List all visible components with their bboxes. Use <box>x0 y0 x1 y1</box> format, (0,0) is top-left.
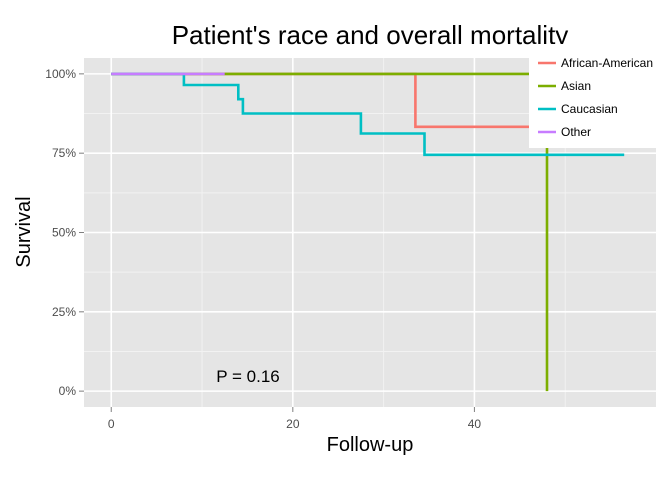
x-tick-label: 40 <box>468 417 482 431</box>
x-tick-label: 20 <box>286 417 300 431</box>
legend-label-asian: Asian <box>561 79 591 93</box>
major-gridlines <box>84 58 656 407</box>
y-tick-label: 25% <box>52 305 76 319</box>
p-value-annotation: P = 0.16 <box>216 367 280 386</box>
y-tick-label: 50% <box>52 226 76 240</box>
x-axis-ticks: 0 20 40 <box>108 407 482 431</box>
legend-label-african-american: African-American <box>561 56 653 70</box>
x-tick-label: 0 <box>108 417 115 431</box>
x-axis-label: Follow-up <box>327 434 414 456</box>
legend-label-caucasian: Caucasian <box>561 102 618 116</box>
y-axis-label: Survival <box>13 196 35 267</box>
legend-background <box>529 44 664 148</box>
legend-label-other: Other <box>561 125 591 139</box>
y-tick-label: 100% <box>45 67 76 81</box>
y-tick-label: 75% <box>52 146 76 160</box>
y-axis-ticks: 0% 25% 50% 75% 100% <box>45 67 84 398</box>
series-line-caucasian <box>111 72 625 157</box>
y-tick-label: 0% <box>59 384 77 398</box>
chart-title: Patient's race and overall mortality <box>172 20 569 50</box>
legend: African-American Asian Caucasian Other <box>529 44 664 148</box>
